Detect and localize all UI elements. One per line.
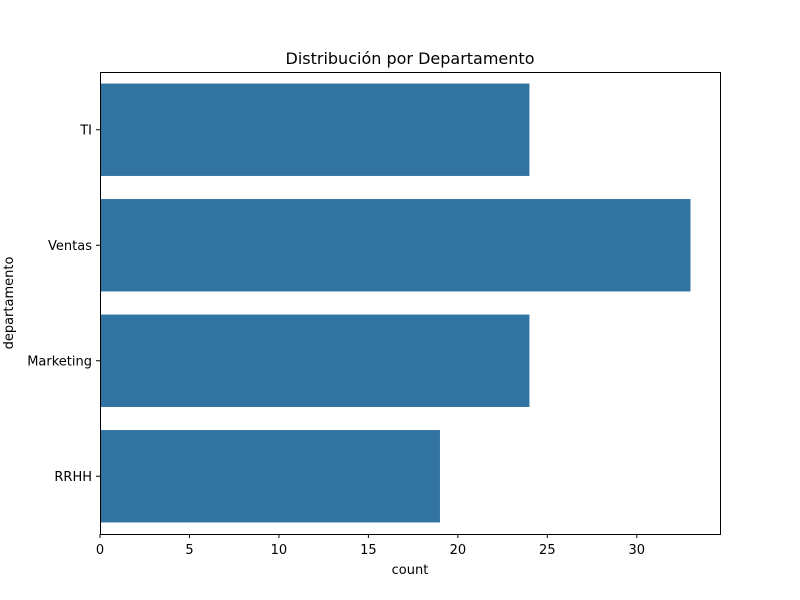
bar-marketing xyxy=(100,314,530,407)
bar-ventas xyxy=(100,199,691,292)
y-axis-ticks: TI Ventas Marketing RRHH xyxy=(27,123,100,485)
y-tick-label: TI xyxy=(79,123,92,138)
y-tick-label: RRHH xyxy=(54,470,92,485)
bar-ti xyxy=(100,83,530,176)
y-axis-label: departamento xyxy=(2,257,17,350)
x-axis-label: count xyxy=(392,563,429,578)
x-axis-ticks: 0 5 10 15 20 25 30 xyxy=(96,534,645,558)
x-tick-label: 20 xyxy=(450,543,467,558)
x-tick-label: 30 xyxy=(629,543,646,558)
chart-title: Distribución por Departamento xyxy=(286,49,535,68)
bars-layer xyxy=(100,83,691,523)
plot-frame xyxy=(100,72,721,535)
x-tick-label: 25 xyxy=(539,543,556,558)
x-tick-label: 0 xyxy=(96,543,104,558)
x-tick-label: 15 xyxy=(360,543,377,558)
bar-rrhh xyxy=(100,430,440,523)
y-tick-label: Marketing xyxy=(27,354,92,369)
y-tick-label: Ventas xyxy=(48,239,92,254)
x-tick-label: 10 xyxy=(271,543,288,558)
x-tick-label: 5 xyxy=(185,543,193,558)
